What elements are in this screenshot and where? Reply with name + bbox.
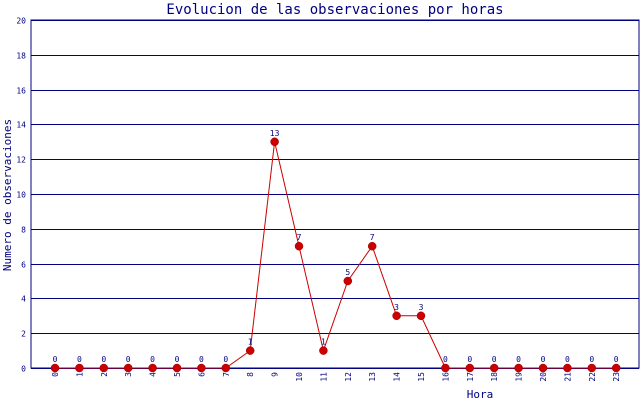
x-tick-label: 22 bbox=[588, 372, 597, 382]
data-label: 1 bbox=[321, 338, 326, 347]
data-point bbox=[221, 363, 231, 373]
x-tick-label: 1 bbox=[75, 372, 84, 377]
data-label: 0 bbox=[541, 355, 546, 364]
data-label: 0 bbox=[589, 355, 594, 364]
x-tick-label: 12 bbox=[344, 372, 353, 382]
data-point bbox=[416, 311, 426, 321]
x-tick-label: 13 bbox=[368, 372, 377, 382]
x-tick-label: 16 bbox=[441, 372, 450, 382]
y-tick-label: 10 bbox=[16, 191, 26, 200]
x-tick-label: 6 bbox=[197, 372, 206, 377]
x-tick-label: 21 bbox=[563, 372, 572, 382]
x-tick-label: 10 bbox=[295, 372, 304, 382]
data-label: 0 bbox=[199, 355, 204, 364]
data-label: 3 bbox=[394, 303, 399, 312]
data-label: 0 bbox=[101, 355, 106, 364]
data-point bbox=[245, 346, 255, 355]
data-label: 13 bbox=[270, 129, 280, 138]
x-tick-label: 14 bbox=[393, 372, 402, 382]
y-tick-label: 14 bbox=[16, 121, 26, 130]
data-point bbox=[343, 276, 353, 286]
data-point bbox=[172, 363, 182, 373]
x-tick-label: 9 bbox=[271, 372, 280, 377]
y-axis-label: Numero de observaciones bbox=[1, 119, 14, 271]
x-tick-label: 4 bbox=[149, 372, 158, 377]
series-line bbox=[50, 137, 621, 373]
x-tick-label: 19 bbox=[515, 372, 524, 382]
x-tick-label: 20 bbox=[539, 372, 548, 382]
data-point bbox=[148, 363, 157, 373]
data-label: 3 bbox=[419, 303, 424, 312]
x-tick-label: 23 bbox=[612, 372, 621, 382]
data-point bbox=[294, 241, 304, 251]
data-label: 0 bbox=[175, 355, 180, 364]
data-label: 5 bbox=[345, 268, 350, 277]
data-label: 1 bbox=[248, 338, 253, 347]
data-labels: 0 0 0 0 0 0 0 0 1 13 7 1 5 7 3 3 0 0 0 0 0 0 0 0 bbox=[53, 129, 619, 364]
data-point bbox=[123, 363, 133, 373]
data-point bbox=[611, 363, 621, 373]
data-label: 0 bbox=[565, 355, 570, 364]
data-label: 0 bbox=[492, 355, 497, 364]
data-point bbox=[538, 363, 548, 373]
y-tick-label: 18 bbox=[16, 52, 26, 61]
data-point bbox=[99, 363, 109, 373]
y-axis-ticks: 0 2 4 6 8 10 12 14 16 18 20 bbox=[16, 17, 26, 374]
data-label: 0 bbox=[77, 355, 82, 364]
x-axis-ticks: 0 1 2 3 4 5 6 7 8 9 10 11 12 13 14 15 16 17 18 19 20 21 22 23 bbox=[51, 372, 621, 382]
data-point bbox=[441, 363, 450, 373]
y-tick-label: 8 bbox=[21, 226, 26, 235]
data-point bbox=[563, 363, 572, 373]
x-tick-label: 18 bbox=[490, 372, 499, 382]
data-label: 0 bbox=[53, 355, 58, 364]
x-tick-label: 0 bbox=[51, 372, 60, 377]
x-tick-label: 15 bbox=[417, 372, 426, 382]
data-point bbox=[587, 363, 597, 373]
y-tick-label: 20 bbox=[16, 17, 26, 26]
y-tick-label: 0 bbox=[21, 365, 26, 374]
data-label: 0 bbox=[150, 355, 155, 364]
chart-title: Evolucion de las observaciones por horas bbox=[166, 2, 503, 18]
data-label: 0 bbox=[614, 355, 619, 364]
data-point bbox=[465, 363, 475, 373]
data-label: 0 bbox=[467, 355, 472, 364]
data-point bbox=[319, 346, 328, 355]
x-tick-label: 5 bbox=[173, 372, 182, 377]
data-label: 0 bbox=[223, 355, 228, 364]
x-tick-label: 2 bbox=[100, 372, 109, 377]
x-tick-label: 17 bbox=[466, 372, 475, 382]
y-tick-label: 2 bbox=[21, 330, 26, 339]
data-point bbox=[392, 311, 401, 321]
y-tick-label: 4 bbox=[21, 295, 26, 304]
data-point bbox=[197, 363, 206, 373]
data-point bbox=[270, 137, 279, 147]
series-line-path bbox=[55, 141, 617, 369]
data-point bbox=[514, 363, 523, 373]
data-label: 7 bbox=[297, 233, 302, 242]
x-axis-label: Hora bbox=[467, 388, 494, 400]
data-point bbox=[50, 363, 60, 373]
x-tick-label: 7 bbox=[222, 372, 231, 377]
data-label: 0 bbox=[126, 355, 131, 364]
data-point bbox=[489, 363, 499, 373]
y-tick-label: 12 bbox=[16, 156, 26, 165]
y-tick-label: 6 bbox=[21, 261, 26, 270]
y-tick-label: 16 bbox=[16, 87, 26, 96]
data-point bbox=[367, 241, 377, 251]
x-tick-label: 3 bbox=[124, 372, 133, 377]
x-tick-label: 11 bbox=[319, 372, 328, 382]
x-tick-label: 8 bbox=[246, 372, 255, 377]
data-label: 0 bbox=[443, 355, 448, 364]
data-point bbox=[75, 363, 84, 373]
data-label: 0 bbox=[516, 355, 521, 364]
data-label: 7 bbox=[370, 233, 375, 242]
